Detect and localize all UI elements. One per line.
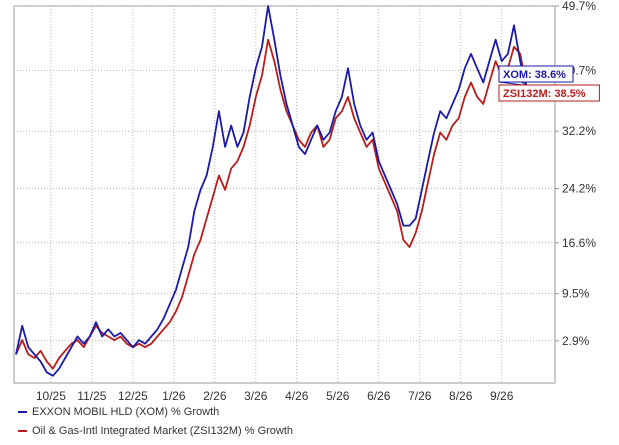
x-tick-label: 4/26 — [285, 389, 309, 403]
x-tick-label: 6/26 — [367, 389, 391, 403]
tick-layer: 2.9%9.5%16.6%24.2%32.2%40.7%49.7%10/25 11… — [36, 0, 596, 403]
legend-item-xom: EXXON MOBIL HLD (XOM) % Growth — [18, 406, 219, 418]
callout-xom-label: XOM: 38.6% — [503, 69, 566, 81]
x-tick-label: 12/25 — [118, 389, 148, 403]
series-line-xom — [15, 5, 528, 377]
x-tick-label: 5/26 — [326, 389, 350, 403]
x-tick-label: 1/26 — [162, 389, 186, 403]
legend-swatch-zsi132m — [18, 430, 27, 433]
callout-xom-box — [498, 65, 574, 83]
callout-zsi132m-label: ZSI132M: 38.5% — [503, 88, 586, 100]
y-tick-label: 32.2% — [562, 124, 596, 138]
callout-layer: XOM: 38.6% ZSI132M: 38.5% — [498, 65, 600, 102]
y-tick-label: 2.9% — [562, 334, 590, 348]
x-tick-label: 3/26 — [244, 389, 268, 403]
series-layer — [15, 5, 528, 377]
legend-label-xom: EXXON MOBIL HLD (XOM) % Growth — [32, 406, 220, 418]
y-tick-label: 49.7% — [562, 0, 596, 13]
x-tick-label: 2/26 — [203, 389, 227, 403]
x-tick-label: 10/25 — [36, 389, 66, 403]
x-tick-label: 8/26 — [449, 389, 473, 403]
x-tick-label: 9/26 — [490, 389, 514, 403]
series-line-zsi132m — [15, 38, 528, 370]
legend-swatch-xom — [18, 411, 27, 414]
legend-label-zsi132m: Oil & Gas-Intl Integrated Market (ZSI132… — [32, 425, 294, 437]
y-tick-label: 16.6% — [562, 236, 596, 250]
grid-layer — [14, 5, 559, 383]
x-tick-label: 11/25 — [77, 389, 106, 403]
y-tick-label: 24.2% — [562, 181, 596, 195]
legend-item-zsi132m: Oil & Gas-Intl Integrated Market (ZSI132… — [18, 425, 293, 437]
y-tick-label: 9.5% — [562, 287, 590, 301]
callout-zsi132m-box — [498, 84, 600, 102]
x-tick-label: 7/26 — [408, 389, 432, 403]
